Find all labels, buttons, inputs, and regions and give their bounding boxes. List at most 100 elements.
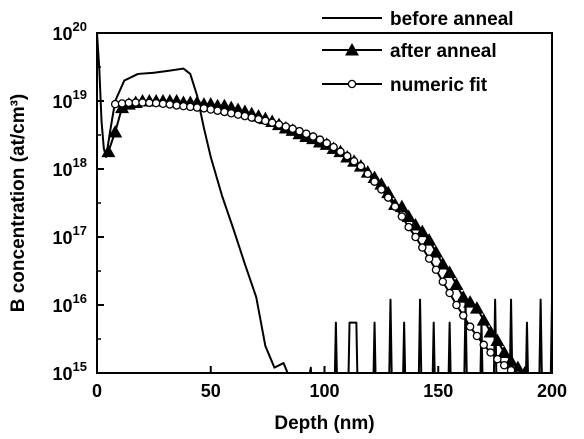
data-point-2-26: [288, 124, 297, 134]
data-point-1-52: [456, 290, 471, 303]
legend-label-1: after anneal: [390, 41, 497, 62]
data-point-2-42: [397, 212, 407, 221]
data-point-1-57: [490, 333, 505, 347]
data-point-2-38: [370, 177, 379, 186]
data-point-2-17: [226, 109, 236, 118]
data-point-2-33: [336, 147, 345, 156]
data-point-2-36: [356, 161, 366, 171]
data-point-2-48: [438, 277, 448, 286]
data-point-2-45: [418, 243, 427, 252]
data-point-2-21: [254, 114, 263, 124]
data-point-2-49: [445, 288, 454, 298]
data-point-1-51: [449, 277, 464, 291]
data-point-2-6: [151, 98, 161, 108]
legend-marker-2: [347, 79, 357, 89]
data-point-1-61: [520, 366, 529, 373]
data-point-2-5: [145, 98, 154, 108]
data-point-2-32: [329, 142, 338, 152]
series-before-anneal: [97, 33, 552, 373]
x-tick-label-4: 200: [537, 381, 567, 401]
legend: before anneal after anneal numeric fit: [322, 9, 514, 96]
data-point-2-39: [377, 185, 386, 194]
data-point-2-41: [390, 202, 400, 211]
data-point-2-34: [342, 151, 352, 161]
data-point-2-2: [124, 98, 134, 108]
x-tick-label-2: 100: [309, 381, 339, 401]
data-point-2-18: [233, 110, 243, 119]
data-point-2-20: [247, 113, 256, 122]
y-tick-label-2: 1017: [53, 223, 88, 248]
data-point-2-29: [308, 132, 318, 141]
y-tick-label-4: 1019: [53, 87, 88, 112]
y-tick-label-3: 1018: [53, 155, 88, 180]
series-line-0: [97, 33, 552, 373]
data-point-2-37: [363, 169, 372, 179]
data-point-2-56: [493, 354, 502, 364]
data-point-2-50: [452, 300, 461, 310]
data-point-1-0: [101, 144, 116, 158]
data-point-2-51: [459, 311, 468, 320]
data-point-2-28: [302, 129, 311, 138]
data-point-2-3: [131, 98, 140, 107]
data-point-2-12: [192, 103, 202, 112]
data-point-2-15: [213, 106, 222, 115]
data-point-2-7: [158, 99, 168, 109]
data-point-1-54: [469, 301, 484, 314]
data-point-2-31: [322, 138, 332, 148]
data-point-1-49: [435, 257, 450, 270]
legend-item-numeric-fit: numeric fit: [322, 75, 488, 96]
data-point-2-23: [267, 118, 277, 127]
series-numeric-fit: [110, 98, 535, 384]
legend-label-2: numeric fit: [390, 75, 488, 96]
data-point-1-55: [476, 313, 491, 326]
data-point-1-53: [463, 295, 478, 308]
data-point-1-48: [428, 245, 443, 258]
data-point-2-54: [479, 340, 488, 350]
data-point-2-0: [110, 99, 120, 109]
data-point-1-1: [108, 125, 123, 138]
x-tick-label-3: 150: [423, 381, 453, 401]
data-point-2-10: [179, 101, 188, 111]
data-point-2-30: [315, 135, 325, 144]
data-point-2-59: [513, 370, 522, 373]
data-point-2-14: [206, 105, 215, 114]
data-point-1-47: [422, 233, 437, 246]
data-point-2-35: [349, 157, 359, 166]
data-point-2-8: [165, 100, 175, 109]
x-tick-label-0: 0: [92, 381, 102, 401]
data-point-2-19: [240, 111, 250, 121]
legend-item-after-anneal: after anneal: [322, 41, 497, 62]
data-point-2-25: [281, 122, 291, 131]
data-point-2-47: [431, 265, 441, 274]
x-tick-label-1: 50: [201, 381, 221, 401]
data-point-2-4: [138, 98, 147, 107]
data-point-2-9: [172, 101, 181, 110]
data-point-1-58: [497, 345, 512, 359]
data-point-2-27: [295, 126, 304, 136]
data-point-2-43: [404, 222, 413, 232]
data-point-2-11: [186, 102, 195, 112]
data-point-1-50: [442, 265, 457, 279]
data-point-2-52: [465, 322, 475, 331]
legend-marker-1: [345, 43, 359, 56]
data-point-2-1: [117, 99, 127, 108]
data-point-2-13: [199, 104, 209, 113]
y-tick-label-5: 1020: [53, 19, 88, 44]
data-point-2-58: [506, 365, 516, 373]
x-axis-title: Depth (nm): [274, 413, 374, 434]
data-point-2-60: [521, 374, 528, 381]
data-point-2-55: [486, 348, 495, 357]
data-point-2-57: [499, 361, 509, 370]
y-axis-title: B concentration (at/cm³): [8, 94, 29, 313]
data-point-2-44: [411, 232, 420, 242]
data-point-2-16: [220, 107, 229, 117]
data-point-2-40: [383, 193, 393, 202]
data-point-2-24: [274, 120, 284, 129]
legend-label-0: before anneal: [390, 9, 514, 30]
data-point-2-53: [472, 331, 482, 341]
y-tick-label-0: 1015: [53, 359, 88, 384]
data-point-1-46: [415, 224, 430, 238]
legend-item-before-anneal: before anneal: [322, 9, 514, 30]
data-point-2-61: [528, 377, 535, 384]
